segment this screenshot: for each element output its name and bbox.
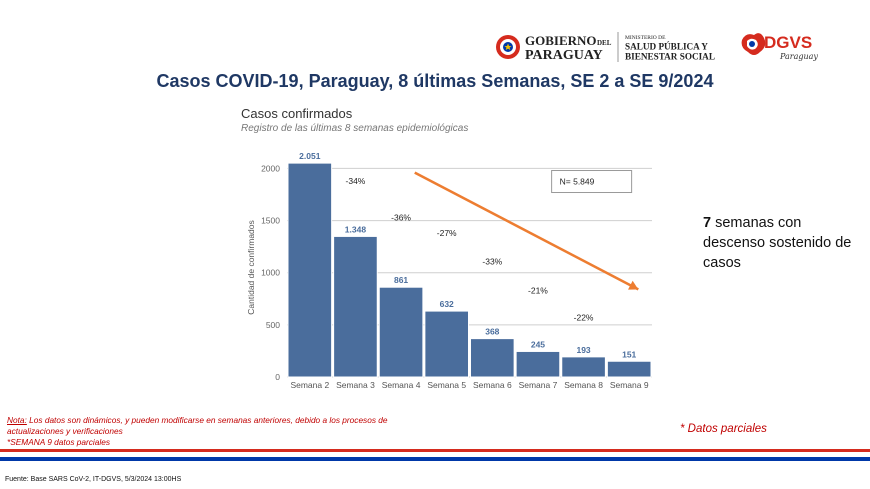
y-tick-label: 0 bbox=[275, 372, 280, 382]
flag-stripe-red bbox=[0, 449, 870, 452]
bar-value-label: 632 bbox=[440, 299, 454, 309]
change-label: -27% bbox=[437, 228, 457, 238]
logo-dgvs-sub-text: Paraguay bbox=[779, 52, 818, 61]
logo-gobierno-del-text: DEL bbox=[597, 39, 612, 47]
bar-value-label: 2.051 bbox=[299, 151, 321, 161]
trend-arrow-head bbox=[628, 280, 639, 290]
bar bbox=[287, 162, 333, 378]
flag-stripe-blue bbox=[0, 457, 870, 461]
x-tick-label: Semana 7 bbox=[519, 380, 558, 390]
bar bbox=[424, 310, 469, 378]
y-tick-label: 1000 bbox=[261, 268, 280, 278]
page-title: Casos COVID-19, Paraguay, 8 últimas Sema… bbox=[156, 71, 714, 91]
flag-stripe-white bbox=[0, 452, 870, 457]
y-tick-label: 1500 bbox=[261, 216, 280, 226]
logo-gobierno-text: GOBIERNO bbox=[525, 33, 597, 48]
logo-ministerio-text: MINISTERIO DE bbox=[625, 35, 666, 41]
total-box bbox=[551, 170, 633, 194]
x-tick-label: Semana 9 bbox=[610, 380, 649, 390]
y-tick-label: 2000 bbox=[261, 163, 280, 173]
chart-title: Casos confirmados bbox=[241, 106, 353, 121]
bar-value-label: 368 bbox=[485, 327, 499, 337]
partial-data-note: * Datos parciales bbox=[680, 423, 767, 435]
bar bbox=[470, 338, 515, 378]
bar-value-label: 1.348 bbox=[345, 224, 367, 234]
bar-value-label: 861 bbox=[394, 275, 408, 285]
footnote-label: Nota: bbox=[7, 415, 27, 425]
dgvs-logo: DGVS Paraguay bbox=[741, 33, 818, 61]
chart-subtitle: Registro de las últimas 8 semanas epidem… bbox=[241, 123, 469, 134]
x-tick-label: Semana 3 bbox=[336, 380, 375, 390]
trend-arrow-line bbox=[414, 171, 639, 291]
logo-paraguay-text: PARAGUAY bbox=[525, 48, 603, 63]
footnote-line2: *SEMANA 9 datos parciales bbox=[7, 437, 110, 447]
bar bbox=[561, 356, 606, 378]
bar-chart: 0 500 1000 1500 2000 Cantidad de confirmados 2… bbox=[246, 151, 652, 390]
x-tick-label: Semana 4 bbox=[382, 380, 421, 390]
change-label: -36% bbox=[391, 213, 411, 223]
side-note: 7 semanas con descenso sostenido de caso… bbox=[703, 213, 863, 273]
x-tick-label: Semana 6 bbox=[473, 380, 512, 390]
bar bbox=[333, 235, 378, 378]
total-label: N= 5.849 bbox=[560, 177, 595, 187]
bar-value-label: 245 bbox=[531, 339, 545, 349]
y-axis-label: Cantidad de confirmados bbox=[246, 220, 256, 315]
logo-salud-text: SALUD PÚBLICA Y bbox=[625, 42, 708, 52]
side-note-count: 7 bbox=[703, 215, 712, 231]
x-tick-label: Semana 5 bbox=[427, 380, 466, 390]
bar bbox=[378, 286, 424, 378]
change-label: -21% bbox=[528, 286, 548, 296]
bar-value-label: 151 bbox=[622, 349, 636, 359]
bar-value-label: 193 bbox=[576, 345, 590, 355]
y-tick-label: 500 bbox=[266, 320, 280, 330]
logo-bienestar-text: BIENESTAR SOCIAL bbox=[625, 52, 715, 62]
gobierno-paraguay-logo: GOBIERNO DEL PARAGUAY MINISTERIO DE SALU… bbox=[496, 32, 715, 63]
footnote-text: Los datos son dinámicos, y pueden modifi… bbox=[7, 415, 388, 436]
source-text: Fuente: Base SARS CoV-2, IT-DGVS, 5/3/20… bbox=[5, 476, 182, 483]
x-tick-label: Semana 2 bbox=[290, 380, 329, 390]
change-label: -22% bbox=[574, 313, 594, 323]
change-label: -34% bbox=[346, 176, 366, 186]
logo-dgvs-text: DGVS bbox=[764, 33, 812, 52]
x-tick-label: Semana 8 bbox=[564, 380, 603, 390]
bar bbox=[606, 360, 652, 378]
side-note-text: semanas con descenso sostenido de casos bbox=[703, 215, 852, 271]
bar bbox=[515, 350, 561, 378]
footnote: Nota: Los datos son dinámicos, y pueden … bbox=[7, 415, 437, 448]
change-label: -33% bbox=[482, 256, 502, 266]
